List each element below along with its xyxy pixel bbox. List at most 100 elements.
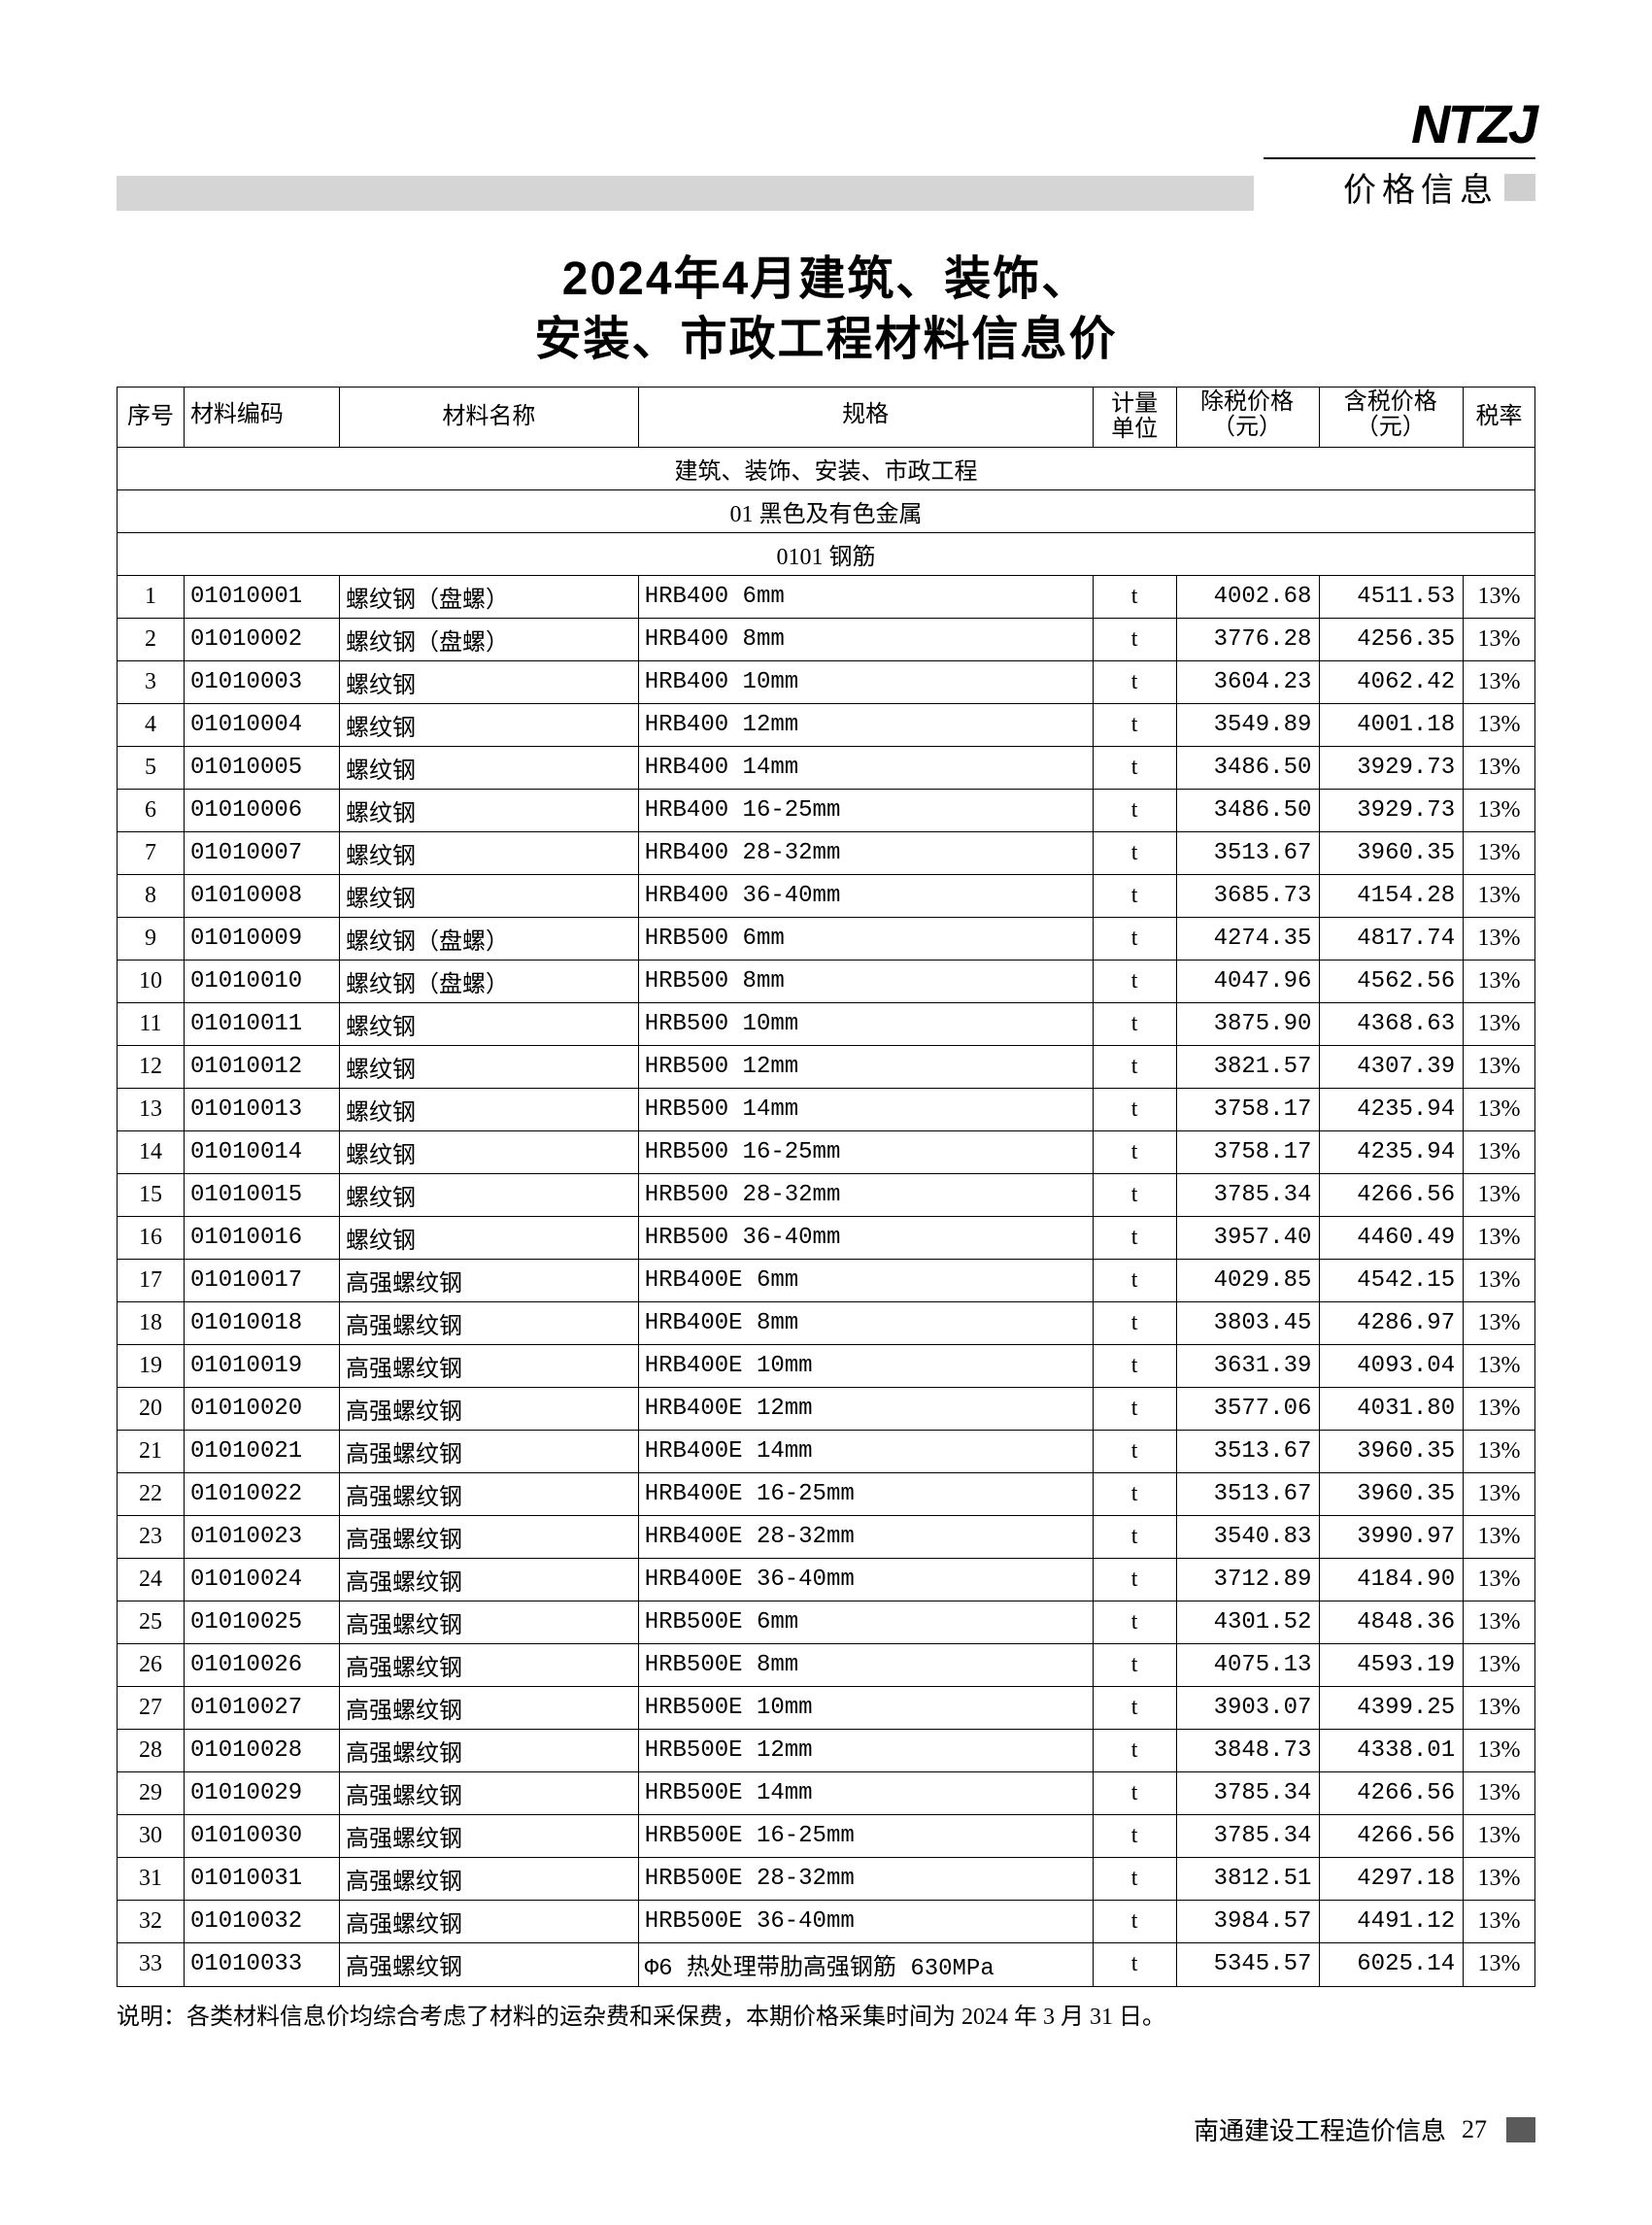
- cell-spec: HRB500E 14mm: [638, 1771, 1093, 1814]
- cell-unit: t: [1093, 1130, 1176, 1173]
- table-row: 601010006螺纹钢HRB400 16-25mmt3486.503929.7…: [118, 789, 1535, 831]
- cell-seq: 3: [118, 660, 185, 703]
- cell-price-ex-tax: 3821.57: [1176, 1045, 1320, 1088]
- cell-code: 01010027: [184, 1686, 339, 1729]
- cell-name: 高强螺纹钢: [339, 1387, 638, 1430]
- cell-code: 01010010: [184, 960, 339, 1002]
- cell-unit: t: [1093, 1900, 1176, 1942]
- cell-seq: 23: [118, 1515, 185, 1558]
- cell-price-ex-tax: 3685.73: [1176, 874, 1320, 917]
- cell-price-ex-tax: 3486.50: [1176, 746, 1320, 789]
- cell-unit: t: [1093, 1515, 1176, 1558]
- cell-price-inc-tax: 6025.14: [1320, 1942, 1464, 1986]
- cell-tax: 13%: [1464, 618, 1535, 660]
- cell-price-inc-tax: 4542.15: [1320, 1259, 1464, 1301]
- title-line-1: 2024年4月建筑、装饰、: [117, 250, 1535, 310]
- th-price-inc-tax: 含税价格（元）: [1320, 387, 1464, 447]
- cell-price-inc-tax: 3960.35: [1320, 1472, 1464, 1515]
- cell-unit: t: [1093, 1344, 1176, 1387]
- table-row: 1501010015螺纹钢HRB500 28-32mmt3785.344266.…: [118, 1173, 1535, 1216]
- cell-price-inc-tax: 4235.94: [1320, 1088, 1464, 1130]
- cell-code: 01010015: [184, 1173, 339, 1216]
- header-section-box: NTZJ 价格信息: [1264, 97, 1535, 211]
- footer-page-number: 27: [1462, 2115, 1487, 2144]
- cell-name: 高强螺纹钢: [339, 1857, 638, 1900]
- cell-spec: HRB400E 6mm: [638, 1259, 1093, 1301]
- cell-tax: 13%: [1464, 917, 1535, 960]
- cell-name: 高强螺纹钢: [339, 1430, 638, 1472]
- footer-publication: 南通建设工程造价信息: [1194, 2111, 1446, 2147]
- table-row: 1401010014螺纹钢HRB500 16-25mmt3758.174235.…: [118, 1130, 1535, 1173]
- cell-price-ex-tax: 3486.50: [1176, 789, 1320, 831]
- cell-price-ex-tax: 3631.39: [1176, 1344, 1320, 1387]
- cell-name: 高强螺纹钢: [339, 1472, 638, 1515]
- th-price-ex-tax: 除税价格（元）: [1176, 387, 1320, 447]
- section-label-box: 价格信息: [1343, 163, 1535, 211]
- cell-price-inc-tax: 4307.39: [1320, 1045, 1464, 1088]
- cell-spec: HRB500 8mm: [638, 960, 1093, 1002]
- cell-spec: HRB500 36-40mm: [638, 1216, 1093, 1259]
- cell-price-inc-tax: 4399.25: [1320, 1686, 1464, 1729]
- cell-price-inc-tax: 4001.18: [1320, 703, 1464, 746]
- cell-unit: t: [1093, 1045, 1176, 1088]
- table-row: 2701010027高强螺纹钢HRB500E 10mmt3903.074399.…: [118, 1686, 1535, 1729]
- table-row: 701010007螺纹钢HRB400 28-32mmt3513.673960.3…: [118, 831, 1535, 874]
- cell-seq: 7: [118, 831, 185, 874]
- cell-name: 高强螺纹钢: [339, 1259, 638, 1301]
- cell-code: 01010007: [184, 831, 339, 874]
- header-gray-bar: [117, 176, 1254, 211]
- cell-spec: HRB400 36-40mm: [638, 874, 1093, 917]
- cell-price-inc-tax: 4235.94: [1320, 1130, 1464, 1173]
- cell-tax: 13%: [1464, 1173, 1535, 1216]
- cell-seq: 18: [118, 1301, 185, 1344]
- cell-code: 01010025: [184, 1601, 339, 1643]
- cell-price-ex-tax: 5345.57: [1176, 1942, 1320, 1986]
- cell-seq: 22: [118, 1472, 185, 1515]
- cell-price-ex-tax: 3803.45: [1176, 1301, 1320, 1344]
- cell-spec: HRB400E 10mm: [638, 1344, 1093, 1387]
- cell-name: 螺纹钢（盘螺）: [339, 618, 638, 660]
- cell-price-ex-tax: 3577.06: [1176, 1387, 1320, 1430]
- cell-code: 01010021: [184, 1430, 339, 1472]
- cell-name: 螺纹钢: [339, 1173, 638, 1216]
- cell-unit: t: [1093, 1216, 1176, 1259]
- cell-unit: t: [1093, 1430, 1176, 1472]
- cell-spec: HRB400 6mm: [638, 575, 1093, 618]
- table-row: 3301010033高强螺纹钢Φ6 热处理带肋高强钢筋 630MPat5345.…: [118, 1942, 1535, 1986]
- cell-code: 01010006: [184, 789, 339, 831]
- cell-price-inc-tax: 3960.35: [1320, 831, 1464, 874]
- cell-spec: HRB500E 36-40mm: [638, 1900, 1093, 1942]
- cell-tax: 13%: [1464, 660, 1535, 703]
- cell-unit: t: [1093, 660, 1176, 703]
- cell-name: 高强螺纹钢: [339, 1686, 638, 1729]
- cell-code: 01010033: [184, 1942, 339, 1986]
- cell-unit: t: [1093, 618, 1176, 660]
- cell-seq: 24: [118, 1558, 185, 1601]
- cell-name: 螺纹钢: [339, 1002, 638, 1045]
- table-row: 3201010032高强螺纹钢HRB500E 36-40mmt3984.5744…: [118, 1900, 1535, 1942]
- table-row: 2901010029高强螺纹钢HRB500E 14mmt3785.344266.…: [118, 1771, 1535, 1814]
- cell-unit: t: [1093, 1173, 1176, 1216]
- cell-tax: 13%: [1464, 1216, 1535, 1259]
- cell-spec: HRB500E 16-25mm: [638, 1814, 1093, 1857]
- cell-tax: 13%: [1464, 1558, 1535, 1601]
- cell-price-inc-tax: 4368.63: [1320, 1002, 1464, 1045]
- cell-unit: t: [1093, 703, 1176, 746]
- table-row: 1901010019高强螺纹钢HRB400E 10mmt3631.394093.…: [118, 1344, 1535, 1387]
- cell-spec: HRB500 12mm: [638, 1045, 1093, 1088]
- cell-name: 螺纹钢: [339, 703, 638, 746]
- cell-seq: 11: [118, 1002, 185, 1045]
- cell-spec: HRB500E 28-32mm: [638, 1857, 1093, 1900]
- cell-tax: 13%: [1464, 1686, 1535, 1729]
- cell-unit: t: [1093, 1814, 1176, 1857]
- cell-seq: 14: [118, 1130, 185, 1173]
- cell-price-inc-tax: 4256.35: [1320, 618, 1464, 660]
- cell-spec: HRB500 14mm: [638, 1088, 1093, 1130]
- th-tax: 税率: [1464, 387, 1535, 447]
- th-seq: 序号: [118, 387, 185, 447]
- cell-code: 01010026: [184, 1643, 339, 1686]
- cell-unit: t: [1093, 1472, 1176, 1515]
- section-sub2-row: 0101 钢筋: [118, 532, 1535, 575]
- cell-name: 螺纹钢: [339, 746, 638, 789]
- cell-unit: t: [1093, 746, 1176, 789]
